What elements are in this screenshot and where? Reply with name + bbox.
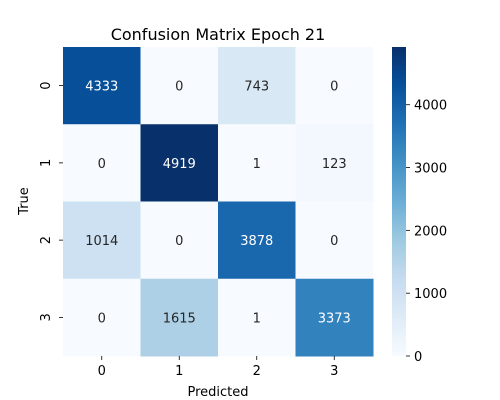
- heatmap-cell-r1-c0: [63, 124, 141, 202]
- x-tick-label: 1: [175, 364, 183, 379]
- y-tick-label: 3: [39, 313, 54, 321]
- colorbar-tick-label: 1000: [414, 287, 447, 302]
- heatmap-cell-r3-c0: [63, 278, 141, 357]
- cell-value-label: 123: [322, 157, 347, 172]
- heatmap-cell-r1-c1: [140, 124, 219, 202]
- cell-value-label: 0: [330, 80, 338, 95]
- y-axis-label: True: [17, 187, 32, 216]
- colorbar-gradient: [392, 47, 406, 356]
- heatmap-cell-labels: 4333 0 743 0 0 4919 1 123 1014 0 3878 0 0 1615 1 3373: [85, 80, 351, 327]
- heatmap-cell-r1-c3: [295, 124, 374, 202]
- heatmap-cell-r3-c1: [140, 278, 219, 357]
- y-tick-label: 0: [39, 81, 54, 89]
- y-tick-label: 1: [39, 159, 54, 167]
- chart-title: Confusion Matrix Epoch 21: [111, 25, 326, 44]
- heatmap-cells: [63, 47, 374, 357]
- colorbar: 0 1000 2000 3000 4000: [392, 47, 447, 365]
- heatmap-cell-r0-c1: [140, 47, 219, 125]
- heatmap-cell-r3-c3: [295, 278, 374, 357]
- colorbar-tick-label: 0: [414, 350, 422, 365]
- heatmap-cell-r2-c0: [63, 201, 141, 280]
- colorbar-tick-label: 4000: [414, 99, 447, 114]
- x-axis-label: Predicted: [187, 385, 248, 400]
- cell-value-label: 3373: [318, 311, 351, 326]
- cell-value-label: 0: [330, 234, 338, 249]
- colorbar-tick-label: 2000: [414, 224, 447, 239]
- colorbar-ticks: 0 1000 2000 3000 4000: [406, 99, 447, 365]
- heatmap-cell-r0-c2: [218, 47, 296, 125]
- cell-value-label: 4333: [85, 80, 118, 95]
- cell-value-label: 1: [253, 311, 261, 326]
- heatmap-cell-r0-c3: [295, 47, 374, 125]
- y-tick-label: 2: [39, 236, 54, 244]
- cell-value-label: 1014: [85, 234, 118, 249]
- heatmap-cell-r2-c1: [140, 201, 219, 280]
- heatmap-cell-r3-c2: [218, 278, 296, 357]
- heatmap-cell-r2-c2: [218, 201, 296, 280]
- cell-value-label: 0: [98, 157, 106, 172]
- x-tick-label: 0: [98, 364, 106, 379]
- cell-value-label: 1: [253, 157, 261, 172]
- x-tick-label: 2: [253, 364, 261, 379]
- cell-value-label: 3878: [240, 234, 273, 249]
- cell-value-label: 743: [244, 80, 269, 95]
- heatmap-cell-r1-c2: [218, 124, 296, 202]
- x-tick-label: 3: [330, 364, 338, 379]
- cell-value-label: 4919: [163, 157, 196, 172]
- cell-value-label: 0: [175, 80, 183, 95]
- cell-value-label: 1615: [163, 311, 196, 326]
- heatmap-cell-r2-c3: [295, 201, 374, 280]
- y-axis-ticks: 0 1 2 3: [39, 81, 63, 322]
- cell-value-label: 0: [175, 234, 183, 249]
- cell-value-label: 0: [98, 311, 106, 326]
- colorbar-tick-label: 3000: [414, 162, 447, 177]
- x-axis-ticks: 0 1 2 3: [98, 356, 338, 379]
- heatmap-cell-r0-c0: [63, 47, 141, 125]
